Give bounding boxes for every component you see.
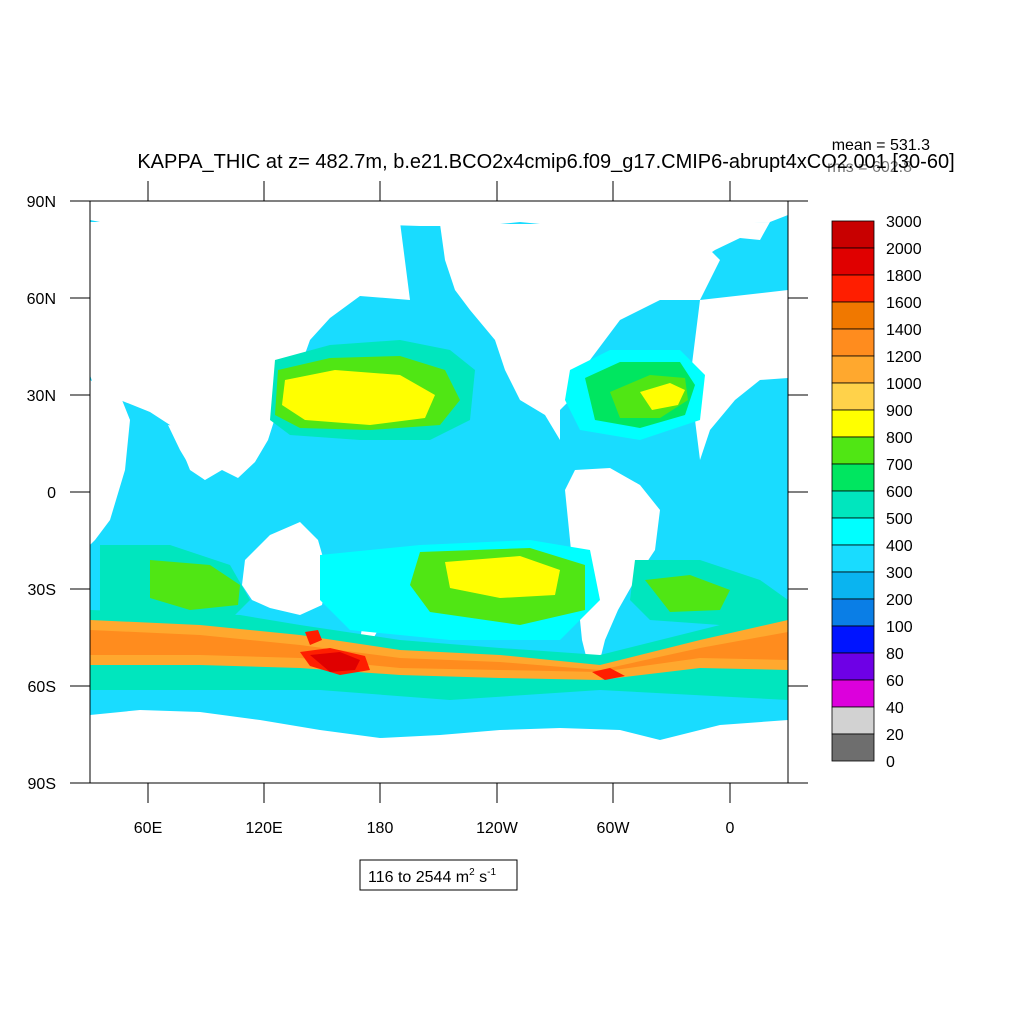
colorbar-swatch [831, 220, 875, 249]
contour-s-atlantic-700 [645, 575, 730, 612]
colorbar-swatch [831, 544, 875, 573]
lon-label: 120E [245, 820, 282, 837]
colorbar-label: 1600 [886, 295, 922, 312]
colorbar-label: 1800 [886, 268, 922, 285]
colorbar-swatch [831, 328, 875, 357]
colorbar-swatch [831, 463, 875, 492]
colorbar-label: 300 [886, 565, 913, 582]
colorbar-swatch [831, 409, 875, 438]
lat-label: 30S [28, 582, 56, 599]
contour-acc-1200 [90, 630, 788, 672]
range-label: 116 to 2544 m2 s-1 [368, 867, 496, 886]
colorbar-label: 500 [886, 511, 913, 528]
landmass-antarctica [90, 710, 788, 783]
colorbar-swatch [831, 598, 875, 627]
contour-acc-2000 [310, 652, 360, 672]
colorbar-swatch [831, 274, 875, 303]
lat-label: 90S [28, 776, 56, 793]
lon-label: 120W [476, 820, 519, 837]
colorbar-label: 800 [886, 430, 913, 447]
colorbar-swatch [831, 517, 875, 546]
rms-stat: rms = 602.8 [827, 159, 912, 176]
colorbar-label: 20 [886, 727, 904, 744]
lon-label: 0 [726, 820, 735, 837]
colorbar-label: 200 [886, 592, 913, 609]
contour-acc-1000 [90, 620, 788, 680]
landmass-africa [90, 380, 130, 545]
lon-label: 60W [597, 820, 631, 837]
colorbar-label: 100 [886, 619, 913, 636]
contour-gulfstream-900 [640, 383, 685, 410]
landmass-eurasia [90, 222, 410, 480]
landmass-europe [690, 290, 788, 460]
colorbar-label: 80 [886, 646, 904, 663]
landmass-south-america [565, 468, 660, 672]
map-title: KAPPA_THIC at z= 482.7m, b.e21.BCO2x4cmi… [137, 151, 954, 173]
colorbar-swatch [831, 355, 875, 384]
arctic-land [90, 201, 788, 226]
lat-label: 90N [27, 194, 56, 211]
colorbar-label: 1000 [886, 376, 922, 393]
lon-label: 60E [134, 820, 162, 837]
colorbar-swatch [831, 733, 875, 762]
colorbar-label: 0 [886, 754, 895, 771]
colorbar-swatch [831, 301, 875, 330]
colorbar-label: 40 [886, 700, 904, 717]
landmass-india [168, 425, 215, 480]
lat-label: 60S [28, 679, 56, 696]
landmass-north-america [440, 224, 720, 440]
colorbar-label: 60 [886, 673, 904, 690]
colorbar-label: 1200 [886, 349, 922, 366]
colorbar-swatch [831, 706, 875, 735]
contour-s-pacific-900 [445, 556, 560, 598]
colorbar-label: 3000 [886, 214, 922, 231]
colorbar: 3000200018001600140012001000900800700600… [831, 214, 922, 771]
colorbar-label: 700 [886, 457, 913, 474]
axis-ticks [70, 181, 808, 803]
colorbar-swatch [831, 490, 875, 519]
colorbar-label: 400 [886, 538, 913, 555]
lat-label: 30N [27, 388, 56, 405]
lat-label: 0 [47, 485, 56, 502]
colorbar-label: 2000 [886, 241, 922, 258]
colorbar-swatch [831, 625, 875, 654]
colorbar-label: 900 [886, 403, 913, 420]
map-plot-area [90, 201, 788, 783]
colorbar-swatch [831, 382, 875, 411]
lat-labels: 90N 60N 30N 0 30S 60S 90S [27, 194, 56, 793]
mean-stat: mean = 531.3 [832, 137, 930, 154]
colorbar-swatch [831, 436, 875, 465]
colorbar-swatch [831, 652, 875, 681]
lat-label: 60N [27, 291, 56, 308]
lon-label: 180 [367, 820, 394, 837]
range-label-box: 116 to 2544 m2 s-1 [359, 859, 518, 891]
lon-labels: 60E 120E 180 120W 60W 0 [134, 820, 735, 837]
contour-kuroshio-800 [282, 370, 435, 425]
contour-indian-700 [150, 560, 240, 610]
colorbar-label: 600 [886, 484, 913, 501]
colorbar-swatch [831, 679, 875, 708]
contour-acc-drake [592, 668, 625, 680]
landmass-greenland [640, 222, 770, 260]
contour-acc-tas [305, 630, 322, 645]
colorbar-swatch [831, 247, 875, 276]
landmass-australia [242, 522, 328, 615]
colorbar-label: 1400 [886, 322, 922, 339]
colorbar-swatch [831, 571, 875, 600]
